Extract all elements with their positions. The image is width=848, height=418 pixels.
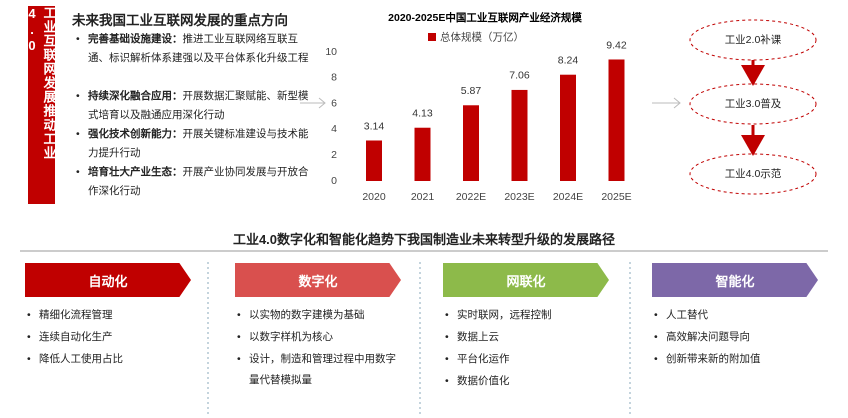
column-item-text: 连续自动化生产 bbox=[39, 331, 113, 343]
column-banner: 自动化 bbox=[25, 263, 191, 297]
focus-label: 完善基础设施建设： bbox=[88, 33, 183, 45]
flow-node bbox=[689, 153, 817, 195]
column-item: • 设计，制造和管理过程中用数字量代替模拟量 bbox=[237, 349, 399, 391]
subtitle: 工业4.0数字化和智能化趋势下我国制造业未来转型升级的发展路径 bbox=[232, 232, 616, 247]
focus-label: 持续深化融合应用： bbox=[88, 90, 183, 102]
bullet: • bbox=[654, 353, 658, 365]
column-item-text: 高效解决问题导向 bbox=[666, 331, 750, 343]
focus-title: 未来我国工业互联网发展的重点方向 bbox=[72, 13, 288, 28]
column-item: • 高效解决问题导向 bbox=[654, 327, 816, 348]
bullet: • bbox=[445, 353, 449, 365]
column-item-text: 平台化运作 bbox=[457, 353, 510, 365]
bar bbox=[511, 89, 528, 181]
column-item-text: 数据价值化 bbox=[457, 375, 510, 387]
arrow bbox=[652, 97, 681, 109]
column-item-text: 精细化流程管理 bbox=[39, 309, 113, 321]
focus-text: 开展数据汇聚赋能、新型模式培育以及融通应用深化行动 bbox=[88, 90, 309, 121]
x-tick-label: 2024E bbox=[553, 191, 583, 203]
column-item: • 连续自动化生产 bbox=[27, 327, 189, 348]
value-label: 8.24 bbox=[558, 54, 579, 66]
column-item: • 精细化流程管理 bbox=[27, 305, 189, 326]
column-item: • 数据价值化 bbox=[445, 371, 607, 392]
column-item-text: 实时联网，远程控制 bbox=[457, 309, 552, 321]
flow-node bbox=[689, 19, 817, 61]
bar bbox=[463, 105, 479, 181]
bullet: • bbox=[27, 331, 31, 343]
flow-node bbox=[689, 83, 817, 125]
column-item-text: 创新带来新的附加值 bbox=[666, 353, 761, 365]
column-item-text: 数据上云 bbox=[457, 331, 499, 343]
sidebar: 工业互联网发展推动工业4.0 bbox=[25, 6, 57, 204]
bullet: • bbox=[237, 331, 241, 343]
y-tick-label: 2 bbox=[331, 149, 337, 161]
bullet: • bbox=[237, 353, 241, 365]
column-item-text: 降低人工使用占比 bbox=[39, 353, 123, 365]
bullet: • bbox=[237, 309, 241, 321]
flow-label: 工业2.0补课 bbox=[725, 33, 782, 46]
focus-text: 开展关键标准建设与技术能力提升行动 bbox=[88, 128, 309, 159]
focus-label: 强化技术创新能力： bbox=[88, 128, 183, 140]
bullet: • bbox=[445, 331, 449, 343]
column-banner: 智能化 bbox=[652, 263, 818, 297]
focus-item: • 培育壮大产业生态：开展产业协同发展与开放合作深化行动 bbox=[76, 163, 313, 201]
bullet: • bbox=[27, 309, 31, 321]
column-item: • 实时联网，远程控制 bbox=[445, 305, 607, 326]
bar bbox=[608, 59, 625, 182]
column-banner: 数字化 bbox=[235, 263, 401, 297]
y-tick-label: 6 bbox=[331, 97, 337, 109]
column-item: • 创新带来新的附加值 bbox=[654, 349, 816, 370]
legend-label: 总体规模（万亿） bbox=[440, 30, 524, 43]
bullet: • bbox=[27, 353, 31, 365]
column-banner: 网联化 bbox=[443, 263, 609, 297]
value-label: 7.06 bbox=[509, 70, 530, 82]
bullet: • bbox=[654, 331, 658, 343]
column-item: • 以数字样机为核心 bbox=[237, 327, 399, 348]
column-item-text: 以实物的数字建模为基础 bbox=[249, 309, 365, 321]
bullet: • bbox=[76, 128, 80, 140]
value-label: 4.13 bbox=[412, 108, 433, 120]
focus-label: 培育壮大产业生态： bbox=[88, 166, 183, 178]
x-tick-label: 2025E bbox=[601, 191, 631, 203]
value-label: 3.14 bbox=[364, 120, 385, 132]
x-tick-label: 2021 bbox=[411, 191, 435, 203]
column-item: • 以实物的数字建模为基础 bbox=[237, 305, 399, 326]
x-tick-label: 2022E bbox=[456, 191, 486, 203]
bullet: • bbox=[445, 309, 449, 321]
column-item: • 人工替代 bbox=[654, 305, 816, 326]
y-tick-label: 8 bbox=[331, 72, 337, 84]
flow-label: 工业3.0普及 bbox=[725, 97, 782, 110]
column-item-text: 设计，制造和管理过程中用数字量代替模拟量 bbox=[249, 353, 396, 386]
y-tick-label: 0 bbox=[331, 175, 337, 187]
value-label: 5.87 bbox=[461, 85, 482, 97]
bullet: • bbox=[445, 375, 449, 387]
focus-item: • 完善基础设施建设：推进工业互联网络互联互通、标识解析体系建强以及平台体系化升级… bbox=[76, 30, 313, 68]
bullet: • bbox=[76, 33, 80, 45]
y-tick-label: 10 bbox=[325, 46, 337, 58]
column-item: • 平台化运作 bbox=[445, 349, 607, 370]
column-item: • 降低人工使用占比 bbox=[27, 349, 189, 370]
x-tick-label: 2020 bbox=[362, 191, 386, 203]
flow-label: 工业4.0示范 bbox=[725, 167, 782, 180]
focus-item: • 强化技术创新能力：开展关键标准建设与技术能力提升行动 bbox=[76, 125, 313, 163]
focus-item: • 持续深化融合应用：开展数据汇聚赋能、新型模式培育以及融通应用深化行动 bbox=[76, 87, 313, 125]
y-tick-label: 4 bbox=[331, 123, 337, 135]
focus-text: 开展产业协同发展与开放合作深化行动 bbox=[88, 166, 309, 197]
bar bbox=[414, 127, 431, 181]
value-label: 9.42 bbox=[606, 39, 627, 51]
column-item: • 数据上云 bbox=[445, 327, 607, 348]
bar bbox=[366, 140, 382, 181]
bullet: • bbox=[76, 166, 80, 178]
chart-title: 2020-2025E中国工业互联网产业经济规模 bbox=[388, 11, 582, 24]
focus-text: 推进工业互联网络互联互通、标识解析体系建强以及平台体系化升级工程 bbox=[88, 33, 309, 64]
arrow bbox=[300, 97, 326, 109]
legend-swatch bbox=[428, 33, 436, 41]
column-item-text: 人工替代 bbox=[666, 309, 708, 321]
bullet: • bbox=[76, 90, 80, 102]
column-item-text: 以数字样机为核心 bbox=[249, 331, 333, 343]
bar bbox=[560, 74, 576, 181]
bullet: • bbox=[654, 309, 658, 321]
x-tick-label: 2023E bbox=[504, 191, 534, 203]
